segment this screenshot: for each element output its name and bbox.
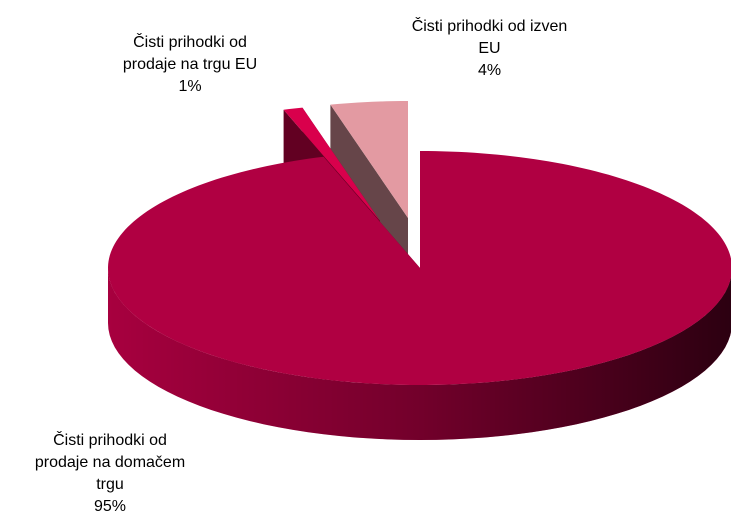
slice: [108, 151, 731, 385]
slice-label: Čisti prihodki od prodaje na trgu EU 1%: [105, 32, 275, 98]
slice-label: Čisti prihodki od prodaje na domačem trg…: [25, 430, 195, 518]
category-label: Čisti prihodki od prodaje na trgu EU: [122, 34, 258, 73]
slice-label: Čisti prihodki od izven EU 4%: [402, 16, 577, 82]
category-label: Čisti prihodki od prodaje na domačem trg…: [34, 432, 186, 493]
value-label: 4%: [477, 62, 502, 79]
category-label: Čisti prihodki od izven EU: [411, 18, 568, 57]
slice: [283, 107, 380, 221]
wall-shade: [108, 268, 731, 440]
slice-side: [330, 104, 408, 273]
value-label: 95%: [93, 498, 127, 515]
value-label: 1%: [178, 78, 202, 95]
slice: [330, 101, 408, 218]
